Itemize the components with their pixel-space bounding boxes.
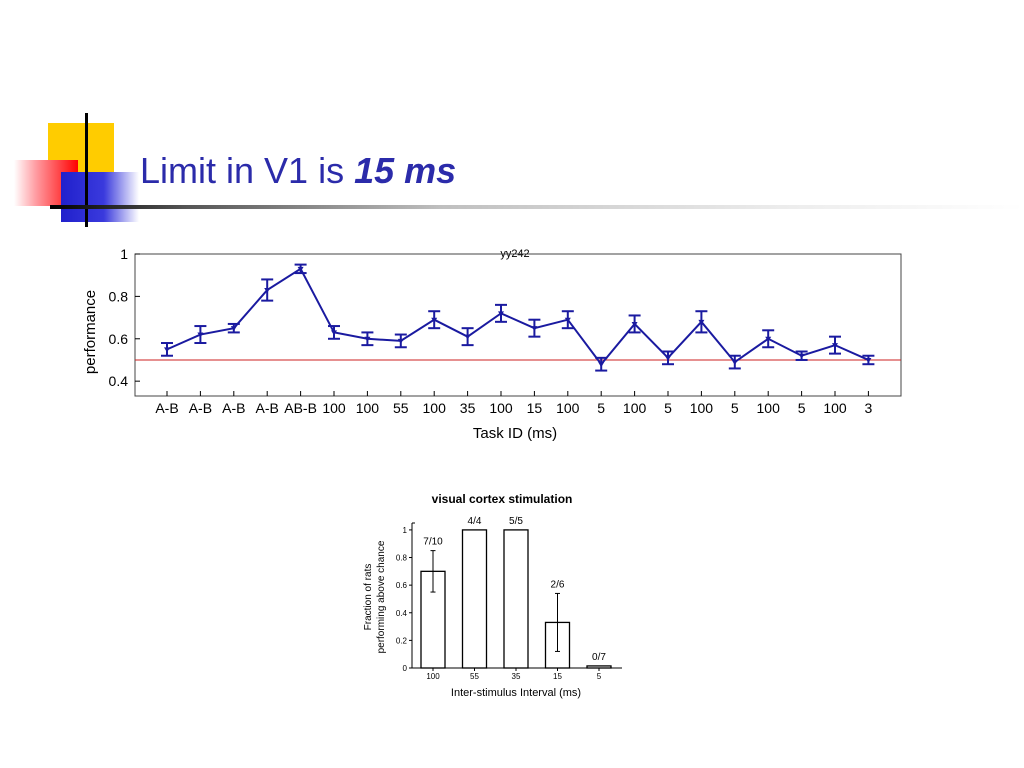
chart1-data-point [665, 355, 671, 361]
chart1-data-point [832, 343, 838, 349]
chart1-x-tick-label: 5 [597, 400, 605, 416]
chart1-x-tick-label: 100 [556, 400, 580, 416]
slide-title-prefix: Limit in V1 is [140, 150, 355, 191]
chart2-x-tick-label: 15 [553, 672, 562, 681]
chart2-x-tick-label: 35 [512, 672, 521, 681]
chart1-x-tick-label: A-B [155, 400, 178, 416]
chart1-y-tick-label: 1 [120, 246, 128, 262]
chart1-x-tick-label: 3 [865, 400, 873, 416]
chart1-x-tick-label: 100 [489, 400, 513, 416]
chart1-data-point [564, 317, 571, 323]
chart2-data-label: 2/6 [551, 579, 565, 590]
chart1-x-axis-label: Task ID (ms) [473, 425, 557, 442]
chart2-data-label: 4/4 [468, 516, 482, 527]
chart1-x-tick-label: AB-B [284, 400, 317, 416]
chart1-data-point [331, 330, 337, 336]
chart1-x-tick-label: A-B [189, 400, 212, 416]
chart1-x-tick-label: 100 [690, 400, 714, 416]
decor-vertical-line [85, 113, 88, 227]
chart2-x-axis-label: Inter-stimulus Interval (ms) [451, 687, 581, 699]
chart1-data-point [397, 338, 404, 344]
chart1-data-point [197, 332, 204, 338]
chart2-data-label: 0/7 [592, 652, 606, 663]
slide-title: Limit in V1 is 15 ms [140, 150, 456, 192]
chart1-x-tick-label: 100 [356, 400, 380, 416]
chart1-data-point [364, 336, 371, 342]
chart1-data-point [531, 326, 538, 332]
chart1-data-point [598, 362, 605, 368]
title-underline [50, 205, 1024, 209]
chart2-y-tick-label: 0.8 [396, 554, 408, 563]
chart1-x-tick-label: 5 [798, 400, 806, 416]
slide-title-highlight: 15 ms [354, 150, 457, 191]
chart1-data-point [798, 353, 805, 359]
chart1-data-point [264, 288, 271, 294]
chart1-x-tick-label: 55 [393, 400, 409, 416]
chart1-x-tick-label: 100 [623, 400, 647, 416]
chart2-x-tick-label: 55 [470, 672, 479, 681]
chart2-bar [586, 665, 612, 669]
chart2-y-tick-label: 0.6 [396, 581, 408, 590]
chart2-y-tick-label: 0.2 [396, 636, 408, 645]
chart2-title: visual cortex stimulation [432, 492, 573, 506]
rats-bar-chart: visual cortex stimulation Inter-stimulus… [363, 492, 622, 699]
chart1-y-axis-label: performance [82, 290, 99, 374]
chart1-data-point [498, 311, 504, 317]
chart1-x-tick-label: A-B [256, 400, 279, 416]
chart1-x-tick-label: 35 [460, 400, 476, 416]
chart2-y-tick-label: 0.4 [396, 609, 408, 618]
chart1-y-tick-label: 0.4 [109, 373, 129, 389]
chart1-data-point [631, 321, 638, 327]
chart2-y-axis-label-line2: performing above chance [376, 540, 387, 653]
chart1-x-tick-label: 15 [527, 400, 543, 416]
performance-line-chart: yy242 Task ID (ms) performance 0.40.60.8… [82, 246, 902, 442]
chart1-x-tick-label: 100 [322, 400, 346, 416]
chart2-data-label: 5/5 [509, 516, 523, 527]
chart1-x-tick-label: 5 [731, 400, 739, 416]
chart1-data-point [464, 334, 471, 340]
chart1-x-tick-label: 5 [664, 400, 672, 416]
chart2-y-tick-label: 0 [403, 664, 408, 673]
decor-blue-square [61, 172, 139, 222]
chart1-series-line [166, 267, 869, 366]
chart2-y-axis-label-line1: Fraction of rats [363, 564, 374, 631]
chart1-data-point [698, 319, 705, 325]
chart1-data-point [297, 266, 304, 272]
chart2-x-tick-label: 5 [597, 672, 602, 681]
chart1-data-point [230, 326, 237, 332]
chart1-data-point [164, 347, 170, 353]
chart1-data-point [431, 317, 438, 323]
chart1-data-point [865, 357, 872, 363]
chart2-data-label: 7/10 [423, 537, 443, 548]
chart1-x-tick-label: 100 [757, 400, 781, 416]
chart1-plot-frame [134, 253, 902, 397]
chart1-x-tick-label: A-B [222, 400, 245, 416]
chart1-y-tick-label: 0.8 [109, 288, 129, 304]
chart1-x-tick-label: 100 [423, 400, 447, 416]
chart1-x-tick-label: 100 [823, 400, 847, 416]
chart1-y-tick-label: 0.6 [109, 331, 129, 347]
chart1-data-point [731, 360, 738, 366]
chart1-data-point [765, 336, 772, 342]
chart2-y-tick-label: 1 [403, 526, 408, 535]
chart2-bar [461, 529, 488, 669]
chart2-x-tick-label: 100 [426, 672, 440, 681]
chart2-bar [503, 529, 529, 669]
